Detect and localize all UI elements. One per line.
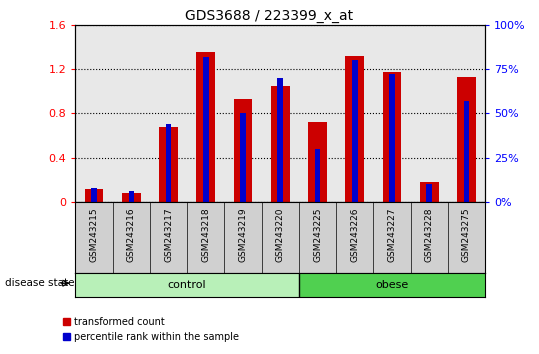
Bar [389,74,395,202]
Text: GSM243226: GSM243226 [350,207,360,262]
Bar [383,72,402,202]
Text: GSM243225: GSM243225 [313,207,322,262]
Bar [75,273,299,297]
Text: GSM243219: GSM243219 [239,207,247,262]
Text: GSM243217: GSM243217 [164,207,173,262]
Text: GSM243216: GSM243216 [127,207,136,262]
Bar [345,56,364,202]
Bar [352,60,357,202]
Bar [159,127,178,202]
Text: obese: obese [375,280,409,290]
Text: disease state: disease state [5,278,75,288]
Text: GSM243218: GSM243218 [201,207,210,262]
Text: GSM243275: GSM243275 [462,207,471,262]
Legend: transformed count, percentile rank within the sample: transformed count, percentile rank withi… [59,313,243,346]
Bar [308,122,327,202]
Bar [122,193,141,202]
Text: GSM243228: GSM243228 [425,207,434,262]
Bar [91,188,97,202]
Bar [271,86,289,202]
Bar [85,188,103,202]
Bar [234,99,252,202]
Text: GSM243220: GSM243220 [276,207,285,262]
Bar [240,113,246,202]
Text: GSM243227: GSM243227 [388,207,397,262]
Bar [203,57,209,202]
Bar [420,182,439,202]
Text: GDS3688 / 223399_x_at: GDS3688 / 223399_x_at [185,9,354,23]
Bar [457,77,476,202]
Text: control: control [168,280,206,290]
Bar [128,191,134,202]
Bar [278,78,283,202]
Bar [464,101,469,202]
Text: GSM243215: GSM243215 [89,207,99,262]
Bar [299,273,485,297]
Bar [426,184,432,202]
Bar [197,52,215,202]
Bar [166,124,171,202]
Bar [315,149,320,202]
